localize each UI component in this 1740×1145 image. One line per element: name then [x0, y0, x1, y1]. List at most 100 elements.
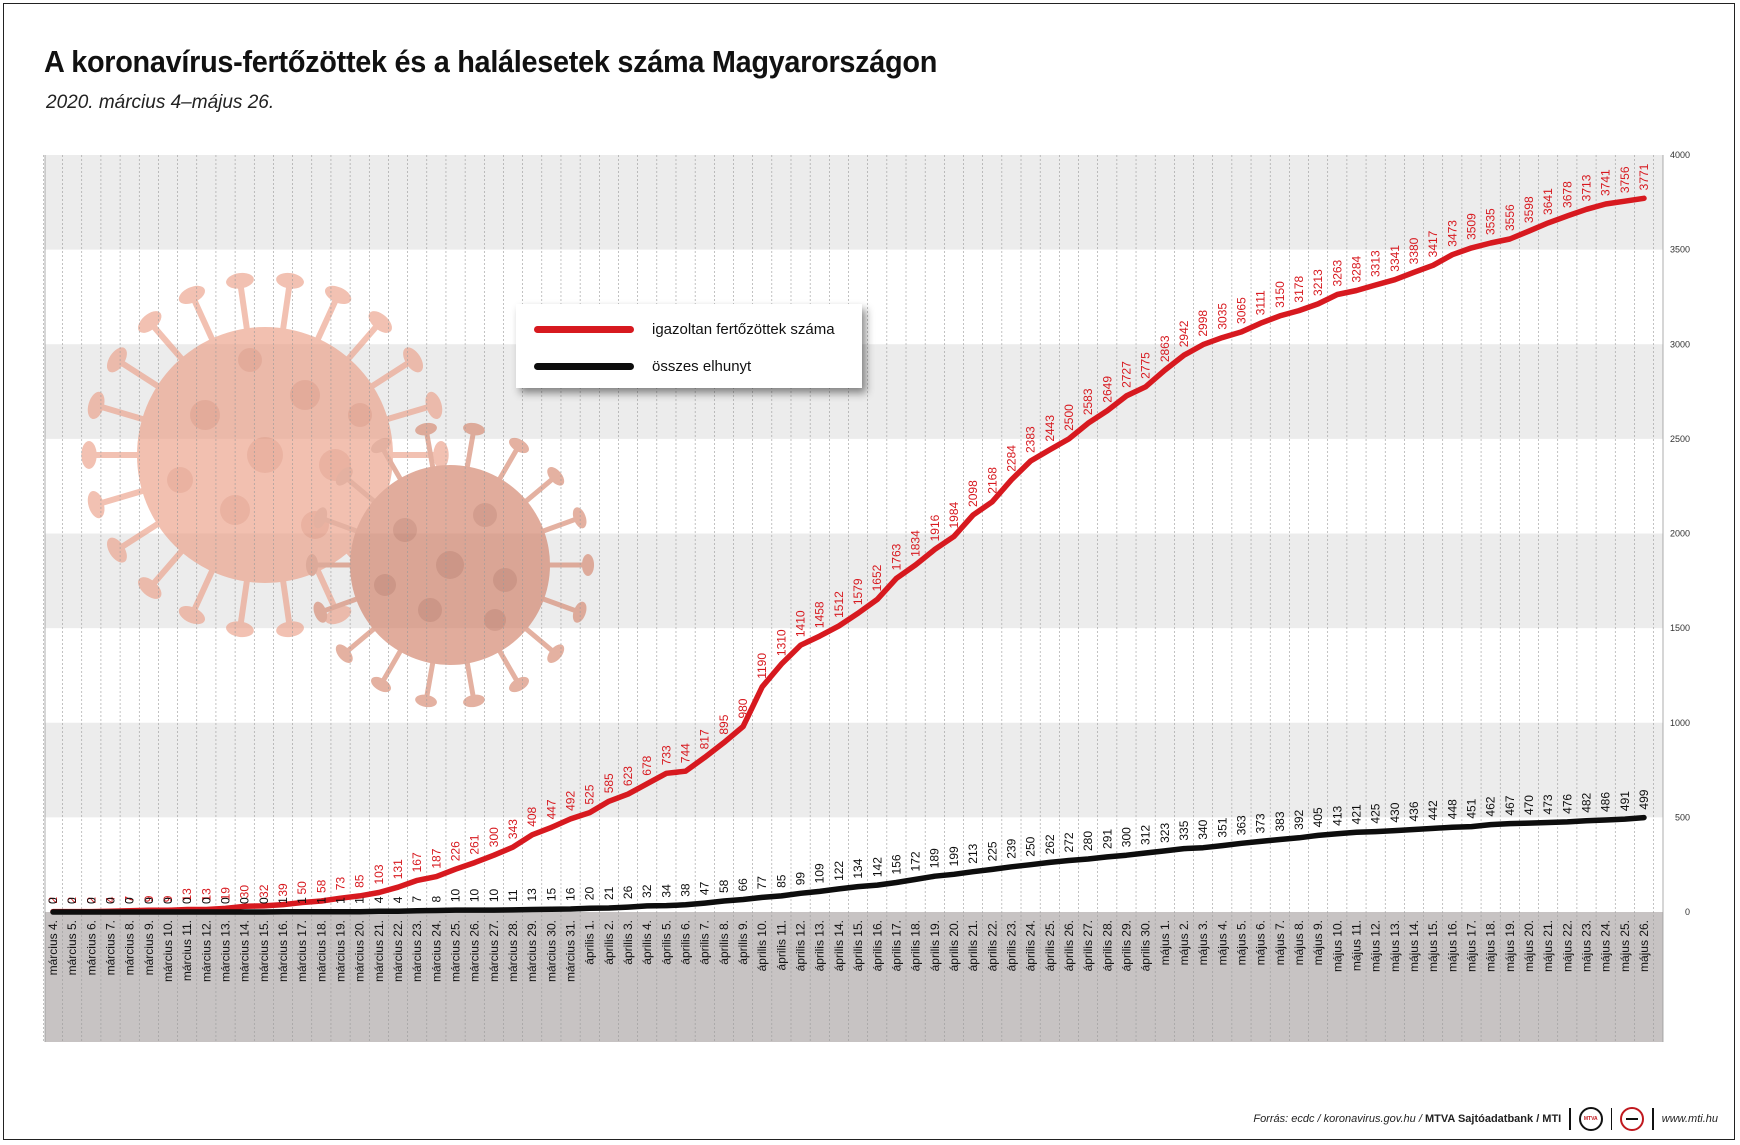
- deaths-value-label: 486: [1599, 792, 1613, 812]
- infected-value-label: 1652: [870, 564, 884, 591]
- virus-spike-knob: [276, 621, 304, 638]
- y-tick-label: 2500: [1670, 434, 1690, 444]
- infected-value-label: 733: [659, 745, 673, 765]
- deaths-value-label: 239: [1004, 838, 1018, 858]
- infected-value-label: 3178: [1292, 276, 1306, 303]
- infected-value-label: 85: [353, 874, 367, 888]
- deaths-value-label: 448: [1445, 799, 1459, 819]
- infected-value-label: 3263: [1330, 259, 1344, 286]
- deaths-value-label: 0: [180, 897, 194, 904]
- legend-label-deaths: összes elhunyt: [652, 357, 752, 375]
- deaths-value-label: 189: [928, 848, 942, 868]
- x-tick-label: május 7.: [1273, 920, 1287, 965]
- x-tick-label: április 18.: [909, 920, 923, 971]
- virus-spike-knob: [178, 285, 206, 305]
- deaths-line: [50, 814, 1647, 915]
- divider: [1652, 1108, 1654, 1130]
- infected-value-label: 3341: [1388, 245, 1402, 272]
- x-tick-label: május 6.: [1254, 920, 1268, 965]
- infected-value-label: 492: [564, 791, 578, 811]
- virus-spot: [418, 598, 442, 622]
- x-tick-label: március 5.: [65, 920, 79, 975]
- infected-value-label: 2443: [1043, 415, 1057, 442]
- virus-spike: [317, 594, 364, 615]
- virus-spike: [342, 318, 384, 366]
- y-tick-label: 3500: [1670, 245, 1690, 255]
- x-tick-label: május 1.: [1158, 920, 1172, 965]
- x-tick-label: március 14.: [238, 920, 252, 982]
- x-tick-label: május 21.: [1541, 920, 1555, 972]
- legend: igazoltan fertőzöttek száma összes elhun…: [516, 304, 862, 388]
- deaths-value-label: 225: [985, 841, 999, 861]
- virus-spike: [188, 563, 217, 619]
- virus-spike-knob: [178, 605, 206, 625]
- infected-value-label: 2168: [985, 467, 999, 494]
- infected-value-label: 32: [257, 884, 271, 898]
- infected-value-label: 3756: [1618, 166, 1632, 193]
- deaths-value-label: 142: [870, 857, 884, 877]
- virus-spike-knob: [403, 347, 424, 373]
- infected-value-label: 2583: [1081, 388, 1095, 415]
- deaths-value-label: 156: [889, 854, 903, 874]
- x-tick-label: május 3.: [1196, 920, 1210, 965]
- date-band: [45, 912, 1663, 1042]
- virus-spike-knob: [433, 441, 449, 469]
- infected-value-label: 343: [506, 819, 520, 839]
- deaths-value-label: 10: [468, 888, 482, 902]
- infected-value-label: 1763: [889, 543, 903, 570]
- website-link[interactable]: www.mti.hu: [1661, 1113, 1718, 1125]
- infected-value-label: 3641: [1541, 188, 1555, 215]
- x-tick-label: május 4.: [1215, 920, 1229, 965]
- deaths-value-label: 430: [1388, 802, 1402, 822]
- x-axis-labels: március 4. március 5. március 6. március 7.…: [46, 920, 1651, 982]
- infected-value-label: 3556: [1503, 204, 1517, 231]
- infected-value-label: 3598: [1522, 196, 1536, 223]
- deaths-value-label: 0: [84, 897, 98, 904]
- x-tick-label: március 20.: [353, 920, 367, 982]
- infected-value-label: 1458: [813, 601, 827, 628]
- deaths-value-label: 21: [602, 886, 616, 900]
- infected-value-label: 3313: [1369, 250, 1383, 277]
- virus-spike: [341, 623, 380, 657]
- infected-value-label: 1410: [794, 610, 808, 637]
- x-tick-label: március 27.: [487, 920, 501, 982]
- x-tick-label: április 22.: [985, 920, 999, 971]
- infected-value-label: 13: [199, 888, 213, 902]
- deaths-value-label: 20: [583, 887, 597, 901]
- infected-value-label: 2: [65, 897, 79, 904]
- deaths-value-label: 0: [238, 897, 252, 904]
- infected-value-label: 678: [640, 755, 654, 775]
- virus-small-icon: [305, 422, 595, 708]
- deaths-value-label: 1: [353, 897, 367, 904]
- deaths-value-label: 250: [1024, 836, 1038, 856]
- deaths-value-label: 383: [1273, 811, 1287, 831]
- y-axis-ticks: 0 500 1000 1500 2000 2500 3000 3500 4000: [1670, 150, 1690, 917]
- infected-value-label: 2942: [1177, 320, 1191, 347]
- infected-value-label: 585: [602, 773, 616, 793]
- virus-spot: [238, 348, 262, 372]
- deaths-value-label: 442: [1426, 800, 1440, 820]
- deaths-value-label: 7: [410, 896, 424, 903]
- x-tick-label: március 28.: [506, 920, 520, 982]
- deaths-value-label: 476: [1560, 794, 1574, 814]
- y-tick-label: 2000: [1670, 529, 1690, 539]
- legend-swatch-deaths: [534, 362, 634, 370]
- infected-value-label: 3741: [1599, 169, 1613, 196]
- deaths-value-label: 413: [1330, 805, 1344, 825]
- x-tick-label: május 18.: [1484, 920, 1498, 972]
- deaths-value-label: 0: [199, 897, 213, 904]
- infected-value-label: 3509: [1464, 213, 1478, 240]
- x-tick-label: március 12.: [199, 920, 213, 982]
- legend-item-infected: igazoltan fertőzöttek száma: [534, 317, 835, 341]
- infected-value-label: 30: [238, 885, 252, 899]
- infected-value-label: 19: [219, 887, 233, 901]
- deaths-value-label: 8: [429, 895, 443, 902]
- x-tick-label: március 22.: [391, 920, 405, 982]
- x-tick-label: március 6.: [84, 920, 98, 975]
- deaths-value-label: 0: [104, 897, 118, 904]
- virus-spike-knob: [572, 507, 587, 529]
- virus-spike-knob: [547, 467, 565, 486]
- deaths-value-label: 473: [1541, 794, 1555, 814]
- virus-spike: [317, 515, 364, 536]
- x-tick-label: május 2.: [1177, 920, 1191, 965]
